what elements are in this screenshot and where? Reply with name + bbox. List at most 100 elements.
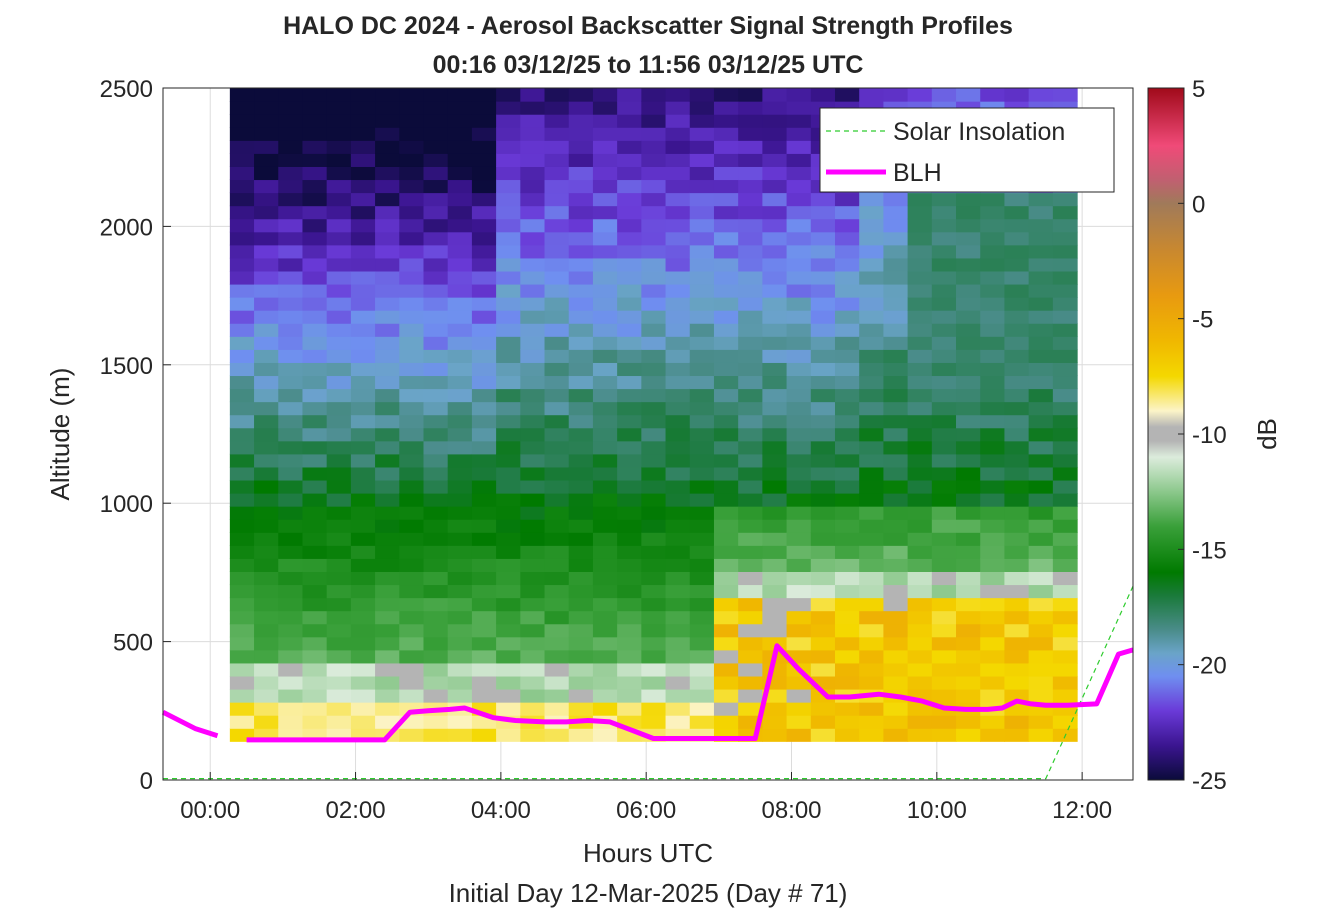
heatmap-cell — [931, 506, 957, 520]
heatmap-cell — [447, 584, 473, 599]
heatmap-cell — [399, 323, 425, 337]
heatmap-cell — [375, 127, 400, 141]
heatmap-cell — [762, 205, 788, 220]
heatmap-cell — [883, 675, 909, 690]
heatmap-cell — [713, 506, 739, 520]
heatmap-cell — [762, 440, 788, 455]
heatmap-cell — [641, 662, 667, 677]
heatmap-cell — [859, 636, 885, 651]
heatmap-cell — [326, 571, 352, 586]
heatmap-cell — [471, 153, 497, 167]
heatmap-cell — [229, 257, 255, 272]
heatmap-cell — [834, 623, 860, 638]
legend[interactable]: Solar Insolation BLH — [819, 107, 1115, 193]
heatmap-cell — [568, 336, 594, 350]
heatmap-cell — [980, 205, 1006, 220]
heatmap-cell — [375, 597, 400, 612]
heatmap-cell — [665, 362, 691, 377]
heatmap-cell — [617, 558, 642, 572]
heatmap-cell — [496, 466, 521, 481]
heatmap-cell — [496, 623, 521, 638]
heatmap-cell — [229, 571, 255, 586]
heatmap-cell — [254, 349, 279, 363]
heatmap-cell — [931, 649, 957, 664]
heatmap-cell — [786, 166, 812, 181]
heatmap-cell — [617, 688, 642, 703]
heatmap-cell — [689, 166, 715, 181]
heatmap-cell — [326, 453, 352, 468]
heatmap-cell — [278, 702, 304, 716]
heatmap-cell — [883, 479, 909, 494]
heatmap-cell — [931, 270, 957, 285]
heatmap-cell — [568, 375, 594, 390]
heatmap-cell — [931, 218, 957, 233]
heatmap-cell — [254, 192, 279, 207]
heatmap-cell — [1004, 427, 1030, 442]
heatmap-cell — [447, 375, 473, 390]
heatmap-cell — [302, 218, 328, 233]
heatmap-cell — [254, 610, 279, 625]
heatmap-cell — [1004, 675, 1030, 690]
heatmap-cell — [810, 401, 836, 416]
heatmap-cell — [375, 649, 400, 664]
heatmap-cell — [1028, 349, 1054, 363]
heatmap-cell — [568, 388, 594, 403]
heatmap-cell — [375, 493, 400, 507]
heatmap-cell — [447, 114, 473, 128]
plot-area[interactable] — [161, 87, 1134, 781]
heatmap-cell — [399, 88, 425, 102]
heatmap-cell — [399, 179, 425, 194]
heatmap-cell — [350, 675, 376, 690]
heatmap-cell — [786, 623, 812, 638]
heatmap-cell — [229, 140, 255, 154]
heatmap-cell — [447, 545, 473, 559]
heatmap-cell — [375, 440, 400, 455]
heatmap-cell — [471, 166, 497, 181]
heatmap-cell — [568, 179, 594, 194]
heatmap-cell — [302, 205, 328, 220]
heatmap-cell — [350, 88, 376, 102]
heatmap-cell — [907, 558, 933, 572]
heatmap-cell — [738, 401, 763, 416]
heatmap-cell — [326, 440, 352, 455]
heatmap-cell — [350, 283, 376, 298]
heatmap-cell — [447, 205, 473, 220]
heatmap-cell — [544, 427, 570, 442]
heatmap-cell — [738, 114, 763, 128]
heatmap-cell — [520, 440, 546, 455]
chart-title: HALO DC 2024 - Aerosol Backscatter Signa… — [283, 12, 1013, 40]
heatmap-cell — [302, 101, 328, 115]
heatmap-cell — [375, 675, 400, 690]
heatmap-cell — [350, 297, 376, 311]
colorbar-tick-label: 5 — [1192, 76, 1205, 103]
heatmap-cell — [302, 140, 328, 154]
heatmap-cell — [713, 362, 739, 377]
heatmap-cell — [302, 610, 328, 625]
heatmap-cell — [641, 336, 667, 350]
heatmap-cell — [931, 545, 957, 559]
heatmap-cell — [278, 375, 304, 390]
heatmap-cell — [229, 715, 255, 729]
heatmap-cell — [229, 675, 255, 690]
heatmap-cell — [834, 545, 860, 559]
heatmap-cell — [302, 388, 328, 403]
heatmap-cell — [278, 584, 304, 599]
heatmap-cell — [326, 101, 352, 115]
heatmap-cell — [568, 688, 594, 703]
heatmap-cell — [907, 257, 933, 272]
heatmap-cell — [520, 388, 546, 403]
heatmap-cell — [834, 728, 860, 742]
heatmap-cell — [254, 675, 279, 690]
heatmap-cell — [1028, 571, 1054, 586]
heatmap-cell — [399, 362, 425, 377]
heatmap-cell — [1004, 479, 1030, 494]
heatmap-cell — [520, 519, 546, 533]
heatmap-cell — [254, 506, 279, 520]
heatmap-cell — [375, 623, 400, 638]
heatmap-cell — [471, 244, 497, 259]
heatmap-cell — [302, 545, 328, 559]
heatmap-cell — [1028, 375, 1054, 390]
heatmap-cell — [302, 336, 328, 350]
heatmap-cell — [568, 728, 594, 742]
heatmap-cell — [568, 349, 594, 363]
